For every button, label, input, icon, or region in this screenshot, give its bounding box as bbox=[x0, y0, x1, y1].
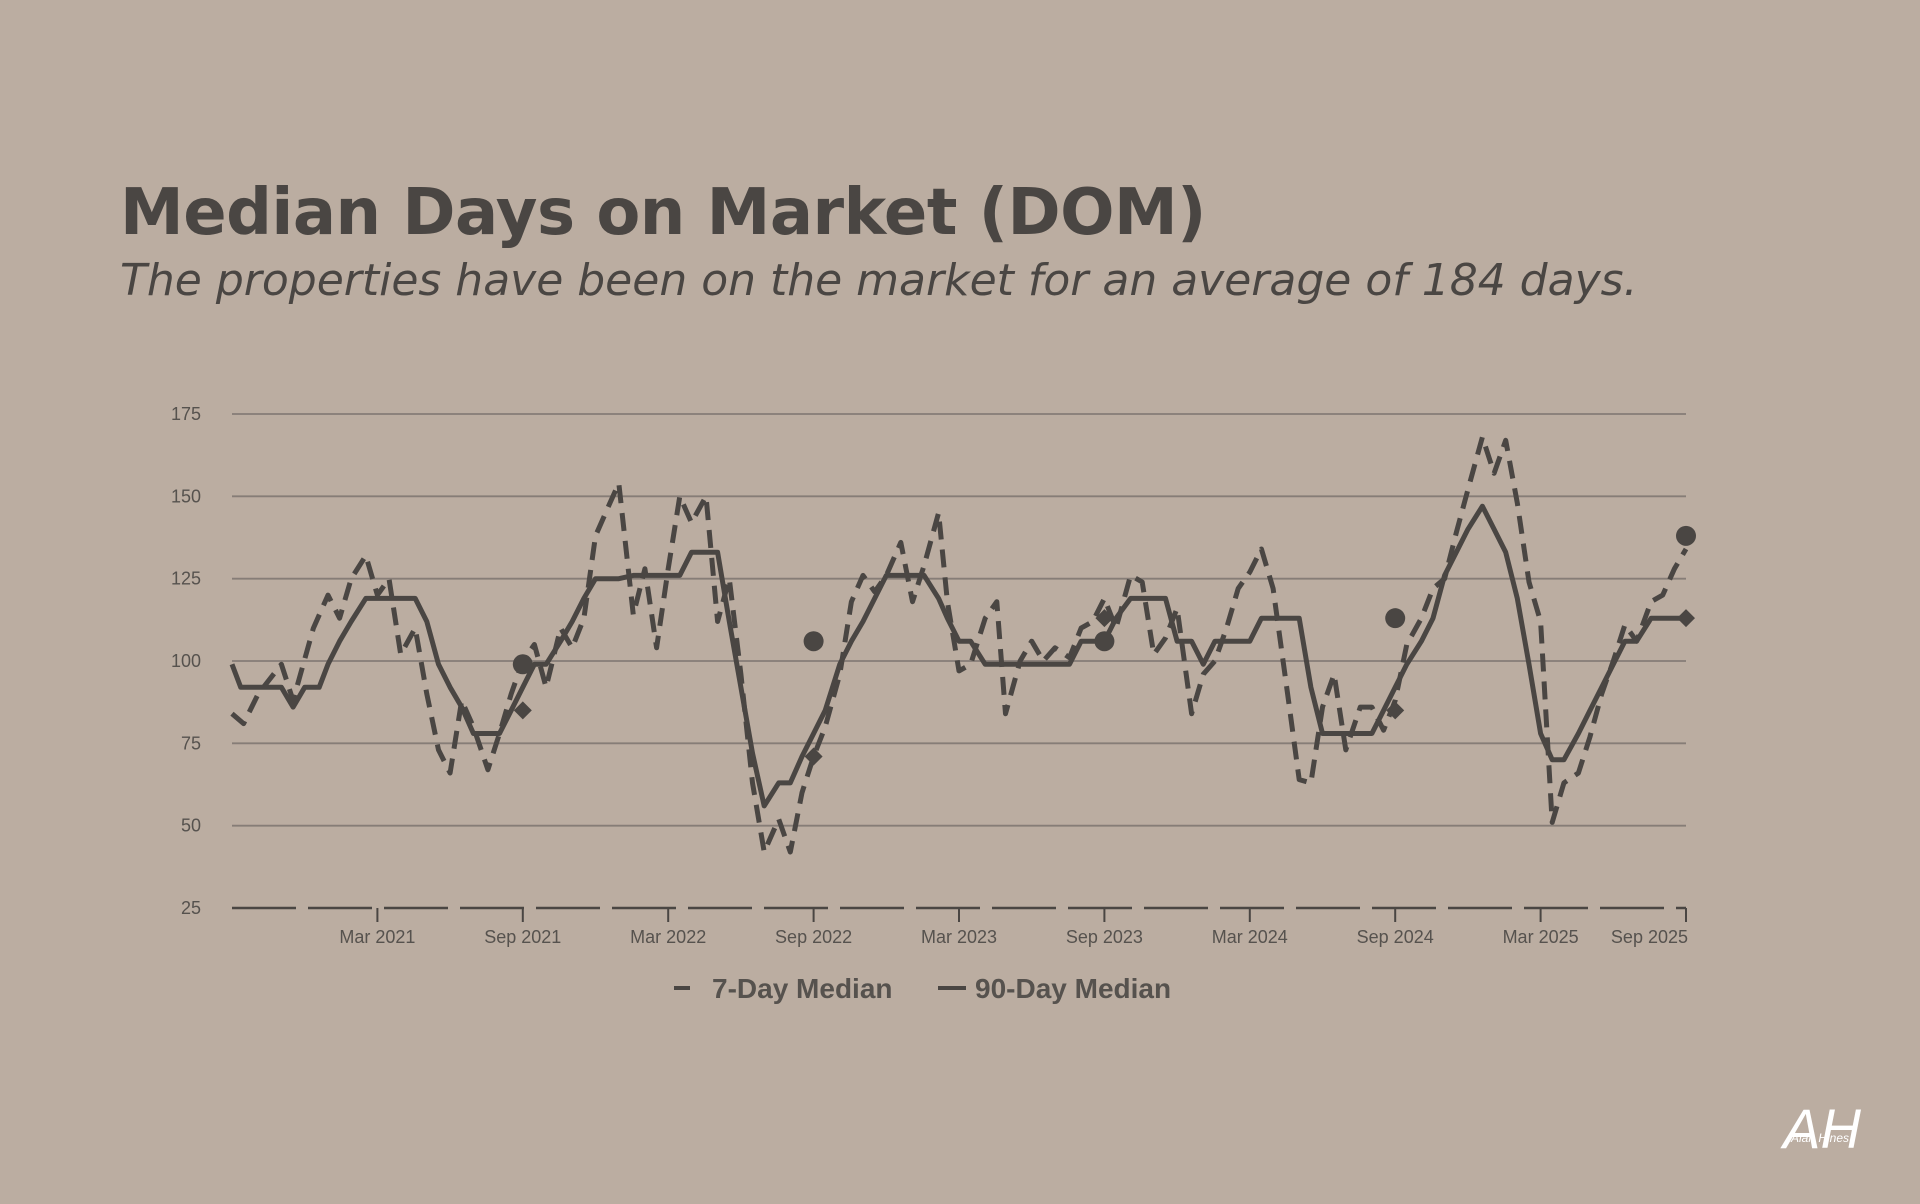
chart-subtitle: The properties have been on the market f… bbox=[120, 255, 1638, 306]
marker-90day-1 bbox=[803, 631, 824, 652]
logo: AH Alan Hines bbox=[1780, 1097, 1861, 1160]
legend-label-7day: 7-Day Median bbox=[712, 973, 893, 1004]
x-tick-label-6: Mar 2024 bbox=[1212, 927, 1288, 947]
y-tick-label-125: 125 bbox=[171, 569, 201, 589]
marker-7day-4 bbox=[1677, 609, 1695, 628]
x-axis: Mar 2021 Sep 2021 Mar 2022 Sep 2022 Mar 2023… bbox=[339, 908, 1688, 947]
90-day-median-line bbox=[229, 503, 1686, 809]
y-tick-label-175: 175 bbox=[171, 404, 201, 424]
x-tick-label-3: Sep 2022 bbox=[775, 927, 852, 947]
x-tick-label-8: Mar 2025 bbox=[1503, 927, 1579, 947]
y-tick-label-150: 150 bbox=[171, 486, 201, 506]
legend: 7-Day Median 90-Day Median bbox=[674, 973, 1171, 1004]
marker-90day-3 bbox=[1385, 608, 1406, 629]
y-tick-label-100: 100 bbox=[171, 651, 201, 671]
x-tick-label-2: Mar 2022 bbox=[630, 927, 706, 947]
marker-7day-3 bbox=[1386, 701, 1405, 720]
x-tick-label-4: Mar 2023 bbox=[921, 927, 997, 947]
7-day-median-line bbox=[230, 434, 1689, 855]
x-tick-label-9: Sep 2025 bbox=[1611, 927, 1688, 947]
marker-7day-0 bbox=[513, 701, 532, 720]
logo-script: Alan Hines bbox=[1790, 1131, 1849, 1145]
marker-layer bbox=[512, 525, 1696, 766]
series-layer bbox=[229, 434, 1689, 855]
y-tick-label-50: 50 bbox=[181, 816, 201, 836]
grid-layer: 25 50 75 100 125 150 175 bbox=[171, 404, 1686, 918]
x-tick-label-0: Mar 2021 bbox=[339, 927, 415, 947]
marker-7day-2 bbox=[1095, 609, 1114, 628]
marker-90day-0 bbox=[512, 654, 533, 675]
y-tick-label-25: 25 bbox=[181, 898, 201, 918]
chart-title: Median Days on Market (DOM) bbox=[120, 176, 1206, 250]
marker-7day-1 bbox=[804, 747, 823, 766]
x-tick-label-7: Sep 2024 bbox=[1357, 927, 1434, 947]
y-tick-label-75: 75 bbox=[181, 733, 201, 753]
marker-90day-2 bbox=[1094, 631, 1115, 652]
x-tick-label-5: Sep 2023 bbox=[1066, 927, 1143, 947]
legend-label-90day: 90-Day Median bbox=[975, 973, 1171, 1004]
x-tick-label-1: Sep 2021 bbox=[484, 927, 561, 947]
logo-monogram: AH bbox=[1780, 1097, 1861, 1160]
marker-90day-4 bbox=[1676, 525, 1696, 546]
